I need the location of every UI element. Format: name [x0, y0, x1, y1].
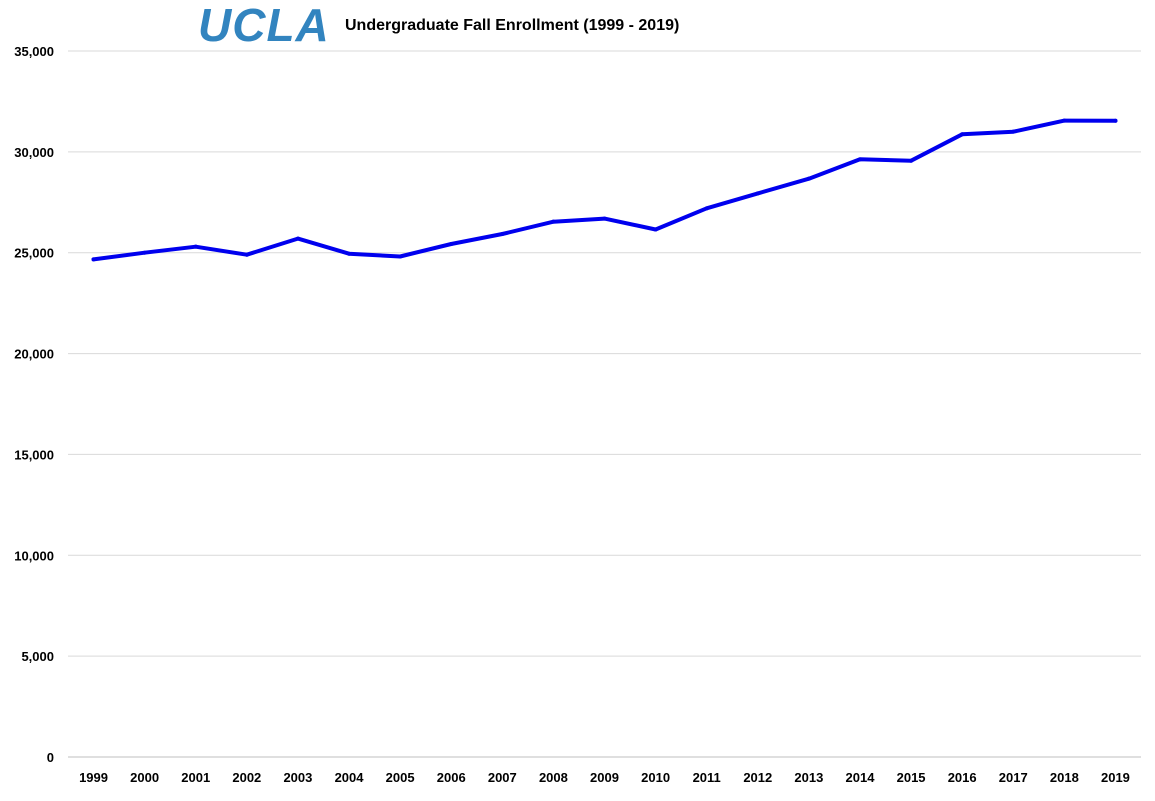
- x-tick-label: 2006: [437, 770, 466, 785]
- x-tick-label: 2001: [181, 770, 210, 785]
- data-point: [857, 157, 862, 162]
- data-point: [551, 219, 556, 224]
- y-tick-label: 10,000: [14, 548, 54, 563]
- y-tick-label: 35,000: [14, 44, 54, 59]
- x-tick-label: 1999: [79, 770, 108, 785]
- data-point: [500, 231, 505, 236]
- chart-title: Undergraduate Fall Enrollment (1999 - 20…: [345, 17, 680, 34]
- x-tick-label: 2011: [693, 770, 721, 785]
- x-tick-label: 2015: [897, 770, 926, 785]
- y-tick-label: 15,000: [14, 447, 54, 462]
- x-tick-label: 2004: [335, 770, 365, 785]
- x-tick-label: 2002: [232, 770, 261, 785]
- x-tick-label: 2018: [1050, 770, 1079, 785]
- y-tick-label: 5,000: [21, 649, 54, 664]
- x-tick-label: 2009: [590, 770, 619, 785]
- y-tick-label: 25,000: [14, 246, 54, 261]
- x-tick-label: 2012: [743, 770, 772, 785]
- x-tick-label: 2000: [130, 770, 159, 785]
- x-tick-label: 2010: [641, 770, 670, 785]
- x-tick-label: 2008: [539, 770, 568, 785]
- data-point: [142, 250, 147, 255]
- data-point: [755, 191, 760, 196]
- ucla-logo: UCLA: [198, 0, 330, 51]
- y-tick-label: 30,000: [14, 145, 54, 160]
- data-point: [193, 244, 198, 249]
- data-point: [1113, 118, 1118, 123]
- y-tick-label: 0: [47, 750, 54, 765]
- data-point: [398, 254, 403, 259]
- data-point: [602, 216, 607, 221]
- x-tick-label: 2016: [948, 770, 977, 785]
- data-point: [653, 227, 658, 232]
- data-point: [244, 252, 249, 257]
- data-point: [1062, 118, 1067, 123]
- x-tick-label: 2013: [794, 770, 823, 785]
- x-tick-label: 2005: [386, 770, 415, 785]
- data-point: [295, 236, 300, 241]
- data-point: [806, 176, 811, 181]
- data-point: [91, 257, 96, 262]
- x-tick-label: 2017: [999, 770, 1028, 785]
- series-line: [91, 118, 1118, 262]
- x-tick-label: 2003: [283, 770, 312, 785]
- x-tick-label: 2014: [846, 770, 876, 785]
- y-tick-label: 20,000: [14, 347, 54, 362]
- data-point: [960, 132, 965, 137]
- data-point: [909, 158, 914, 163]
- x-tick-label: 2007: [488, 770, 517, 785]
- data-point: [704, 206, 709, 211]
- data-point: [347, 251, 352, 256]
- x-tick-label: 2019: [1101, 770, 1130, 785]
- data-point: [1011, 129, 1016, 134]
- data-point: [449, 242, 454, 247]
